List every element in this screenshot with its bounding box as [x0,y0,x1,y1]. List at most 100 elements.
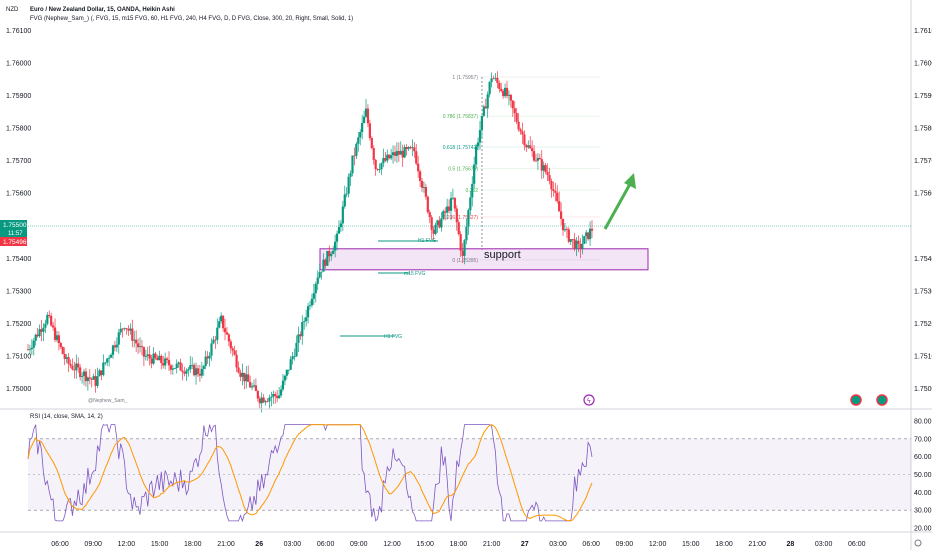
price-tick-label-right: 1.75400 [914,256,932,263]
time-tick-label: 12:00 [383,541,401,548]
candle-body [550,181,553,190]
candle-body [310,298,314,306]
candle-body [523,134,526,146]
candle-body [164,358,167,366]
svg-text:1.75496: 1.75496 [3,239,27,246]
candle-body [108,357,111,359]
candle-body [206,356,209,359]
candle-body [440,218,443,228]
candle-body [475,146,478,165]
candle-body [328,250,331,257]
candle-body [517,121,520,130]
candle-body [515,113,518,122]
candle-body [505,87,509,96]
candle-body [53,327,57,340]
candle-body [115,344,118,348]
candle-body [63,353,66,359]
flag-icon[interactable] [850,394,862,406]
time-axis[interactable]: 06:00 09:00 12:00 15:00 18:00 21:00 26 03:00 06:… [51,541,865,548]
time-tick-label: 21:00 [217,541,235,548]
candle-body [299,334,302,337]
candle-body [411,147,414,149]
settings-icon[interactable] [914,539,922,547]
price-tick-label-right: 1.75700 [914,158,932,165]
candle-body [34,334,37,341]
candle-body [449,198,453,211]
time-tick-label: 18:00 [450,541,468,548]
candle-body [335,233,339,242]
currency-label: NZD [6,7,19,13]
candle-body [503,87,507,97]
candle-body [305,317,308,322]
candle-body [202,366,205,369]
candle-body [359,132,362,138]
candle-body [289,359,292,370]
price-axis[interactable]: 1.76100 1.76000 1.75900 1.75800 1.75700 1.756… [6,0,932,550]
candle-body [40,329,43,332]
price-tick-label: 1.75700 [6,158,31,165]
candle-body [177,362,180,364]
candle-body [519,129,522,132]
candle-body [113,345,117,348]
price-tick-label: 1.75200 [6,321,31,328]
candle-body [187,369,190,371]
fvg-label: H1 FVG [418,238,436,244]
lightning-icon[interactable]: ϟ [583,394,595,406]
time-tick-label: 09:00 [84,541,102,548]
candle-body [378,169,381,170]
candle-body [581,243,584,249]
candle-body [583,236,586,244]
indicator-legend: FVG (Nephew_Sam_) (, FVG, 15, m15 FVG, 6… [30,16,353,22]
candle-body [283,375,286,381]
candle-body [216,327,219,340]
candle-body [71,365,74,370]
candle-body [55,335,59,340]
candle-body [243,372,246,382]
up-arrow-icon[interactable] [603,173,636,230]
rsi-line [27,424,593,523]
candle-body [268,397,271,402]
price-tick-label: 1.75000 [6,386,31,393]
candle-body [150,358,153,364]
candle-body [158,355,161,361]
rsi-tick-label: 80.00 [914,419,932,426]
price-tick-label: 1.75100 [6,353,31,360]
time-tick-label: 12:00 [649,541,667,548]
candle-body [146,354,149,356]
candle-body [355,143,358,156]
time-tick-label: 06:00 [848,541,866,548]
price-tick-label-right: 1.75100 [914,353,932,360]
price-tick-label: 1.76100 [6,28,31,35]
fibonacci-retracement[interactable]: 1 (1.75957) 0.786 (1.75837) 0.618 (1.75742… [443,75,600,264]
candle-body [347,176,350,194]
prev-price-tag: 1.75496 [0,237,27,246]
candle-body [279,389,283,396]
candle-body [573,239,576,250]
time-tick-label: 09:00 [616,541,634,548]
fvg-label: H1 FVG [384,334,402,340]
candle-body [162,363,165,366]
candle-body [227,334,230,342]
candle-body [476,142,480,147]
candle-body [430,217,433,230]
candle-body [563,229,567,231]
candle-body [361,122,364,133]
support-zone-box[interactable] [319,248,649,271]
candle-body [536,157,540,161]
candle-body [542,165,545,171]
candle-body [295,342,298,357]
rsi-axis[interactable]: 80.00 70.00 60.00 50.00 40.00 30.00 20.00 [914,419,932,533]
flag-icon[interactable] [876,394,888,406]
candle-body [478,130,482,143]
candle-body [552,189,555,192]
candle-body [532,151,536,161]
candle-body [36,334,39,337]
rsi-tick-label: 20.00 [914,526,932,533]
candle-body [117,332,120,345]
candle-body [285,369,288,376]
candle-body [167,359,171,366]
candle-body [46,314,49,324]
candle-body [544,165,547,172]
candle-body [322,259,325,272]
